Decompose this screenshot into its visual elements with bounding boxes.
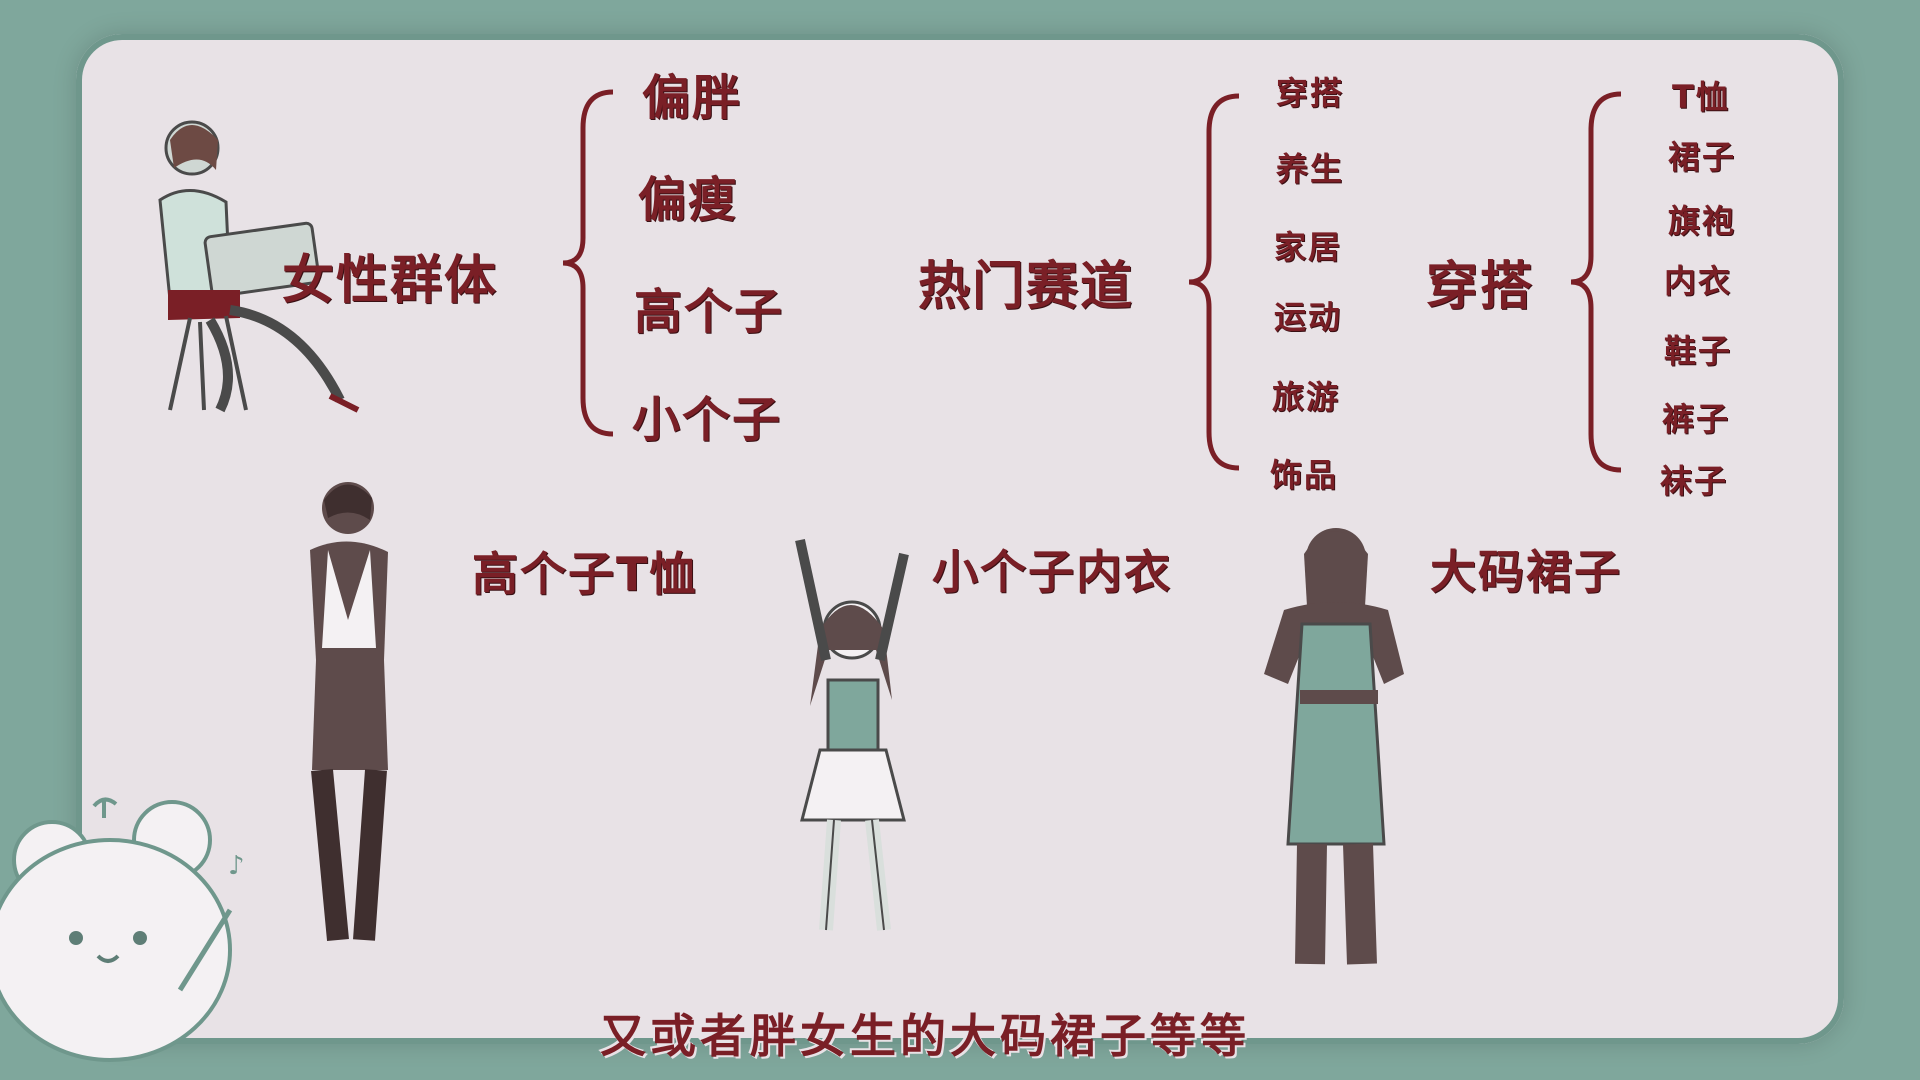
group2-item-3: 运动: [1274, 298, 1343, 336]
example-label-2: 大码裙子: [1430, 545, 1622, 599]
group1-item-1: 偏瘦: [638, 172, 739, 228]
bear-mascot-illustration: ♪: [0, 797, 245, 1062]
group2-item-1: 养生: [1276, 150, 1345, 188]
group2-item-4: 旅游: [1272, 378, 1341, 416]
short-woman-illustration: [795, 538, 909, 931]
svg-text:♪: ♪: [228, 851, 245, 881]
group3-item-5: 裤子: [1662, 400, 1731, 438]
group1-brace: [562, 89, 614, 437]
group1-item-3: 小个子: [632, 392, 783, 448]
group3-title: 穿搭: [1426, 257, 1535, 317]
group2-item-5: 饰品: [1270, 456, 1339, 494]
group1-item-2: 高个子: [634, 284, 785, 340]
group3-brace: [1570, 91, 1622, 473]
group3-item-6: 袜子: [1660, 462, 1729, 500]
group2-title: 热门赛道: [918, 257, 1135, 317]
group1-item-0: 偏胖: [642, 70, 743, 126]
group1-title: 女性群体: [282, 251, 499, 311]
group3-item-1: 裙子: [1668, 138, 1737, 176]
group2-item-2: 家居: [1274, 228, 1343, 266]
group3-item-2: 旗袍: [1668, 202, 1737, 240]
woman-laptop-illustration: [158, 120, 360, 413]
plus-size-woman-illustration: [1264, 528, 1404, 965]
subtitle-caption: 又或者胖女生的大码裙子等等: [600, 1009, 1250, 1063]
example-label-0: 高个子T恤: [472, 547, 698, 601]
group2-brace: [1188, 93, 1240, 471]
group3-item-4: 鞋子: [1664, 332, 1733, 370]
group3-item-3: 内衣: [1664, 262, 1733, 300]
group3-item-0: T恤: [1672, 78, 1730, 116]
group2-item-0: 穿搭: [1276, 74, 1345, 112]
tall-woman-illustration: [310, 482, 388, 942]
example-label-1: 小个子内衣: [932, 545, 1172, 599]
